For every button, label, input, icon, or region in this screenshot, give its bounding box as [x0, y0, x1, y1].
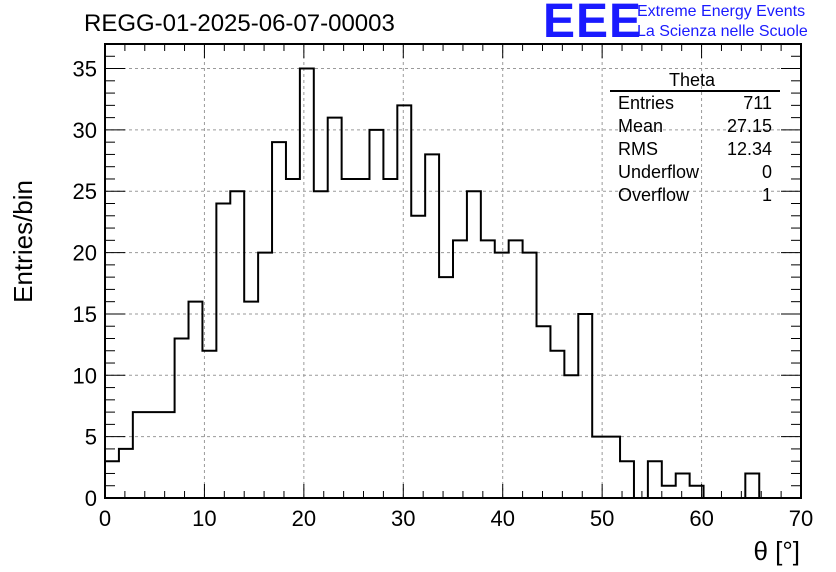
histogram-bin [328, 118, 342, 498]
histogram-bin [523, 253, 537, 498]
x-tick-label: 20 [292, 506, 316, 531]
y-tick-label: 10 [73, 363, 97, 388]
histogram-bin [578, 314, 592, 498]
histogram-bin [606, 437, 620, 498]
x-tick-label: 70 [789, 506, 813, 531]
plot-frame [104, 43, 802, 499]
stats-box: Theta Entries 711 Mean 27.15 RMS 12.34 U… [610, 70, 780, 207]
histogram-bin [550, 351, 564, 498]
y-tick-label: 20 [73, 241, 97, 266]
y-tick-label: 15 [73, 302, 97, 327]
logo-mark: EEE [543, 0, 643, 48]
logo-text: Extreme Energy Events La Scienza nelle S… [637, 2, 808, 42]
axis-ticks [104, 43, 802, 499]
x-tick-label: 0 [99, 506, 111, 531]
stats-row: Overflow 1 [610, 184, 780, 207]
y-tick-label: 30 [73, 118, 97, 143]
stats-value: 1 [761, 185, 772, 205]
x-tick-label: 30 [391, 506, 415, 531]
histogram-bin [481, 240, 495, 498]
histogram-bin [439, 277, 453, 498]
stats-title: Theta [610, 70, 780, 92]
histogram-bin [356, 179, 370, 498]
x-tick-label: 60 [689, 506, 713, 531]
stats-value: 27.15 [726, 116, 772, 136]
stats-row: Entries 711 [610, 92, 780, 115]
y-tick-label: 0 [85, 486, 97, 511]
stats-value: 711 [743, 93, 772, 113]
histogram-bin [425, 154, 439, 498]
histogram-bin [745, 473, 759, 498]
histogram-bin [676, 473, 690, 498]
histogram-bin [662, 486, 676, 498]
x-tick-label: 50 [590, 506, 614, 531]
histogram-bin [383, 179, 397, 498]
histogram-bin [397, 105, 411, 498]
stats-value: 0 [761, 162, 772, 182]
chart-title: REGG-01-2025-06-07-00003 [84, 10, 395, 37]
histogram-outline [104, 67, 774, 499]
stats-value: 12.34 [726, 139, 772, 159]
histogram-bin [272, 142, 286, 498]
histogram-bin [314, 191, 328, 498]
histogram-bin [230, 191, 244, 498]
x-axis-label: θ [°] [753, 536, 800, 566]
logo-line-1: Extreme Energy Events [637, 3, 806, 20]
histogram-bin [189, 302, 203, 498]
histogram-bin [119, 449, 133, 498]
logo-line-2: La Scienza nelle Scuole [637, 23, 808, 40]
histogram-bin [592, 437, 606, 498]
x-tick-label: 10 [192, 506, 216, 531]
histogram-bin [161, 412, 175, 498]
y-tick-label: 35 [73, 57, 97, 82]
stats-row: Mean 27.15 [610, 115, 780, 138]
stats-label: Underflow [618, 162, 700, 182]
stats-label: Entries [618, 93, 675, 113]
y-axis-label: Entries/bin [8, 180, 38, 303]
histogram-bin [342, 179, 356, 498]
histogram-bin [147, 412, 161, 498]
histogram-bin [133, 412, 147, 498]
histogram-bin [286, 179, 300, 498]
histogram-bin [300, 69, 314, 498]
histogram-bin [564, 375, 578, 498]
stats-label: Mean [618, 116, 664, 136]
y-tick-labels: 0 5 10 15 20 25 30 35 [73, 57, 97, 511]
stats-label: Overflow [618, 185, 690, 205]
histogram-bin [648, 461, 662, 498]
histogram-bin [509, 240, 523, 498]
histogram-bin [175, 338, 189, 498]
histogram-bin [537, 326, 551, 498]
histogram-bin [244, 302, 258, 498]
histogram-bin [216, 204, 230, 498]
stats-label: RMS [618, 139, 658, 159]
histogram-bin [467, 191, 481, 498]
histogram-bin [453, 240, 467, 498]
stats-row: Underflow 0 [610, 161, 780, 184]
x-tick-label: 40 [490, 506, 514, 531]
y-tick-label: 25 [73, 179, 97, 204]
stats-row: RMS 12.34 [610, 138, 780, 161]
x-tick-labels: 0 10 20 30 40 50 60 70 [99, 506, 813, 531]
histogram-bin [105, 461, 119, 498]
histogram-bin [411, 216, 425, 498]
y-tick-label: 5 [85, 425, 97, 450]
